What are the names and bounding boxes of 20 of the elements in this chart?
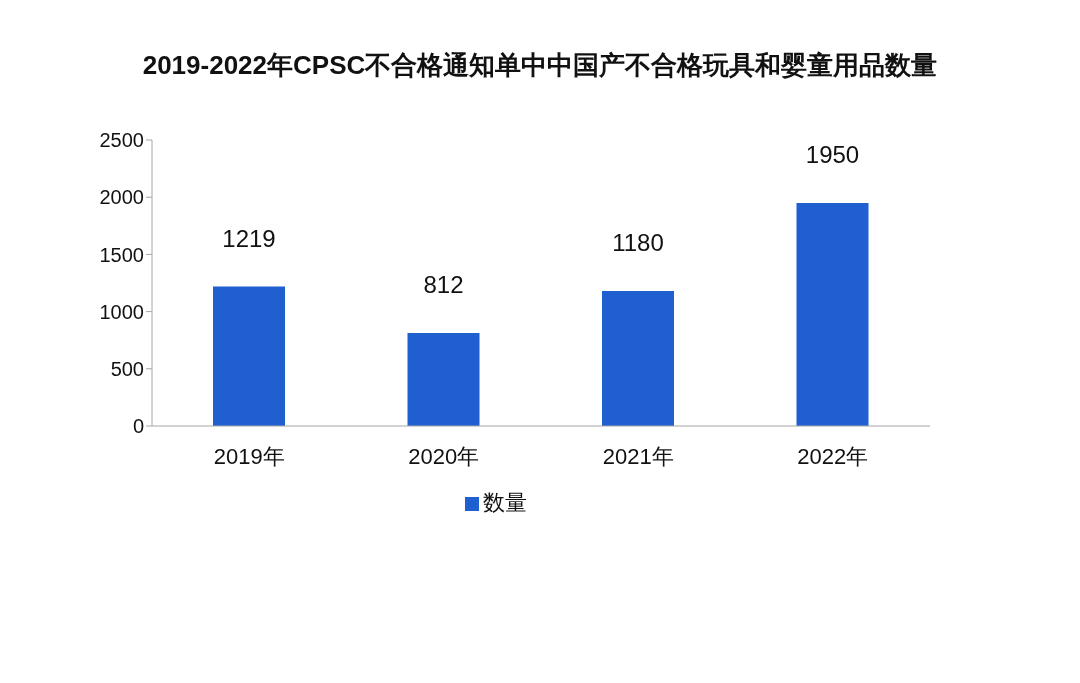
- y-tick-label: 2000: [99, 186, 144, 209]
- y-tick-label: 1500: [99, 243, 144, 266]
- y-tick-label: 0: [132, 415, 144, 438]
- y-tick-label: 1000: [99, 300, 144, 323]
- bar: [796, 202, 869, 426]
- bar: [213, 286, 285, 426]
- y-tick-label: 2500: [99, 129, 144, 152]
- x-tick-label: 2019年: [213, 443, 285, 469]
- bar: [407, 333, 480, 426]
- x-tick-label: 2021年: [602, 443, 674, 469]
- data-label: 1219: [222, 224, 276, 252]
- x-tick-label: 2022年: [797, 443, 869, 469]
- data-label: 1950: [805, 140, 860, 168]
- chart-title: 2019-2022年CPSC不合格通知单中中国产不合格玩具和婴童用品数量: [141, 49, 939, 82]
- bar: [602, 291, 674, 426]
- x-tick-label: 2020年: [408, 443, 480, 469]
- data-label: 812: [423, 271, 464, 299]
- y-tick-label: 500: [110, 357, 144, 380]
- legend-label: 数量: [483, 490, 527, 515]
- data-label: 1180: [612, 229, 664, 257]
